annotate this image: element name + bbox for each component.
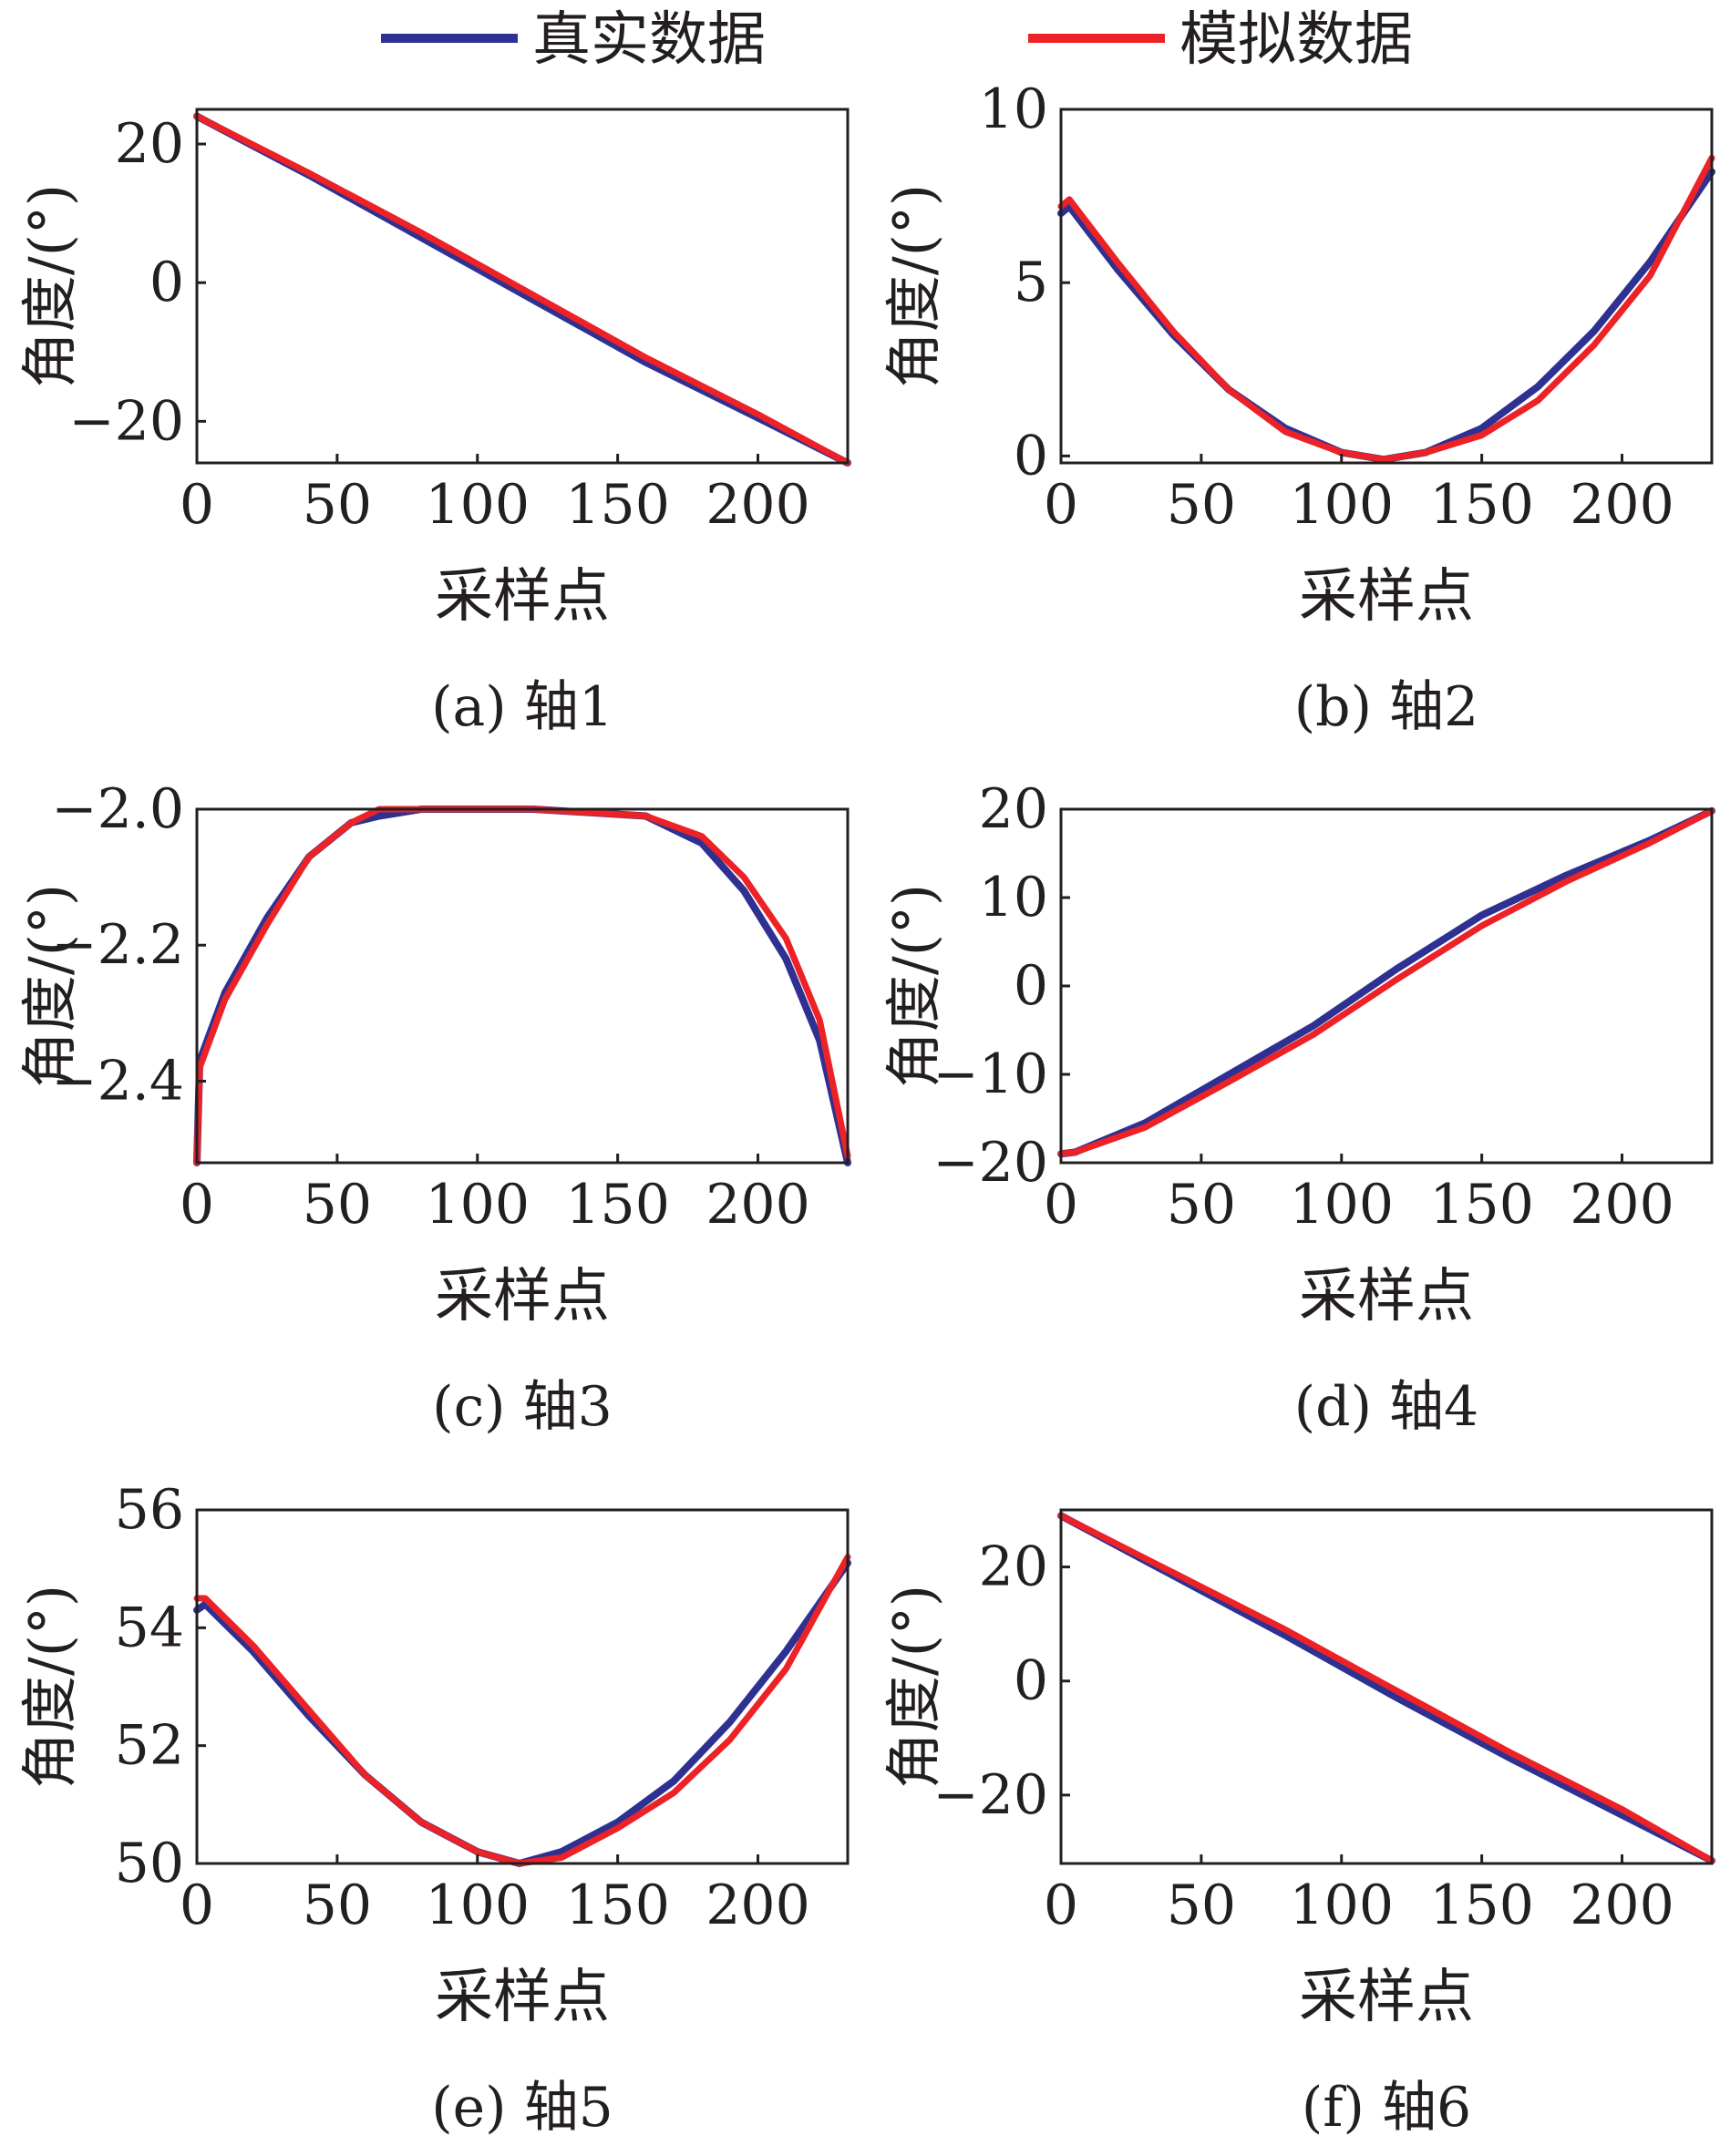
x-tick-label: 100 — [425, 1173, 530, 1237]
x-tick-label: 150 — [1429, 1173, 1534, 1237]
y-axis-label: 角度/(°) — [881, 184, 947, 388]
y-tick-label: −2.0 — [51, 777, 184, 841]
y-tick-label: 56 — [115, 1478, 184, 1542]
y-tick-label: 54 — [115, 1596, 184, 1659]
x-tick-label: 200 — [1570, 473, 1674, 537]
plot-frame — [1059, 108, 1714, 465]
x-axis-label: 采样点 — [435, 1263, 610, 1330]
chart-caption: (f) 轴6 — [1302, 2076, 1471, 2140]
y-axis-label: 角度/(°) — [16, 1585, 83, 1789]
y-tick-label: 50 — [115, 1832, 184, 1895]
x-tick-label: 150 — [565, 1874, 670, 1937]
y-tick-label: −20 — [932, 1763, 1048, 1827]
y-tick-label: 20 — [115, 112, 184, 176]
x-tick-label: 200 — [706, 1173, 810, 1237]
x-tick-label: 150 — [1429, 1874, 1534, 1937]
plot-frame — [1059, 1508, 1714, 1865]
y-tick-label: 10 — [979, 866, 1048, 929]
legend-label-sim: 模拟数据 — [1179, 6, 1413, 74]
x-tick-label: 0 — [180, 473, 214, 537]
x-axis-label: 采样点 — [435, 563, 610, 631]
y-tick-label: 20 — [979, 1535, 1048, 1599]
chart-caption: (d) 轴4 — [1294, 1375, 1478, 1439]
y-axis-label: 角度/(°) — [881, 1585, 947, 1789]
chart-caption: (b) 轴2 — [1294, 675, 1478, 739]
y-tick-label: −10 — [932, 1042, 1048, 1106]
x-axis-label: 采样点 — [435, 1964, 610, 2031]
x-tick-label: 150 — [1429, 473, 1534, 537]
chart-caption: (a) 轴1 — [431, 675, 613, 739]
chart-panel-3: 0 50 100 150 200 −2.0 −2.2 −2.4 采样点 角度/(°) (c) 轴3 — [16, 777, 851, 1439]
y-tick-label: −2.2 — [51, 913, 184, 977]
series-line-real — [193, 806, 851, 1166]
y-tick-label: −20 — [68, 389, 184, 453]
x-tick-label: 0 — [1044, 1874, 1078, 1937]
y-tick-label: 10 — [979, 77, 1048, 141]
series-line-sim — [1057, 807, 1715, 1157]
x-tick-label: 200 — [706, 473, 810, 537]
x-tick-label: 0 — [1044, 473, 1078, 537]
x-axis-label: 采样点 — [1299, 563, 1474, 631]
y-axis-label: 角度/(°) — [16, 884, 83, 1088]
x-tick-label: 50 — [1167, 473, 1236, 537]
series-line-sim — [1057, 154, 1715, 463]
y-tick-label: 0 — [1014, 954, 1048, 1018]
legend-label-real: 真实数据 — [532, 6, 766, 74]
x-axis-label: 采样点 — [1299, 1964, 1474, 2031]
x-tick-label: 100 — [1289, 473, 1394, 537]
y-tick-label: 52 — [115, 1714, 184, 1778]
y-tick-label: 5 — [1014, 251, 1048, 314]
y-tick-label: 0 — [149, 251, 184, 314]
plot-frame — [195, 1508, 850, 1865]
x-tick-label: 100 — [1289, 1874, 1394, 1937]
x-tick-label: 50 — [303, 473, 372, 537]
x-tick-label: 50 — [303, 1173, 372, 1237]
x-tick-label: 50 — [303, 1874, 372, 1937]
chart-caption: (e) 轴5 — [431, 2076, 613, 2140]
y-tick-label: 0 — [1014, 1649, 1048, 1713]
series-line-sim — [193, 1554, 851, 1867]
x-tick-label: 100 — [1289, 1173, 1394, 1237]
y-tick-label: −20 — [932, 1131, 1048, 1195]
y-tick-label: −2.4 — [51, 1049, 184, 1113]
y-tick-label: 20 — [979, 777, 1048, 841]
y-tick-label: 0 — [1014, 424, 1048, 488]
x-tick-label: 50 — [1167, 1874, 1236, 1937]
x-tick-label: 0 — [1044, 1173, 1078, 1237]
x-tick-label: 150 — [565, 1173, 670, 1237]
x-tick-label: 200 — [706, 1874, 810, 1937]
chart-caption: (c) 轴3 — [432, 1375, 613, 1439]
y-axis-label: 角度/(°) — [881, 884, 947, 1088]
y-axis-label: 角度/(°) — [16, 184, 83, 388]
x-axis-label: 采样点 — [1299, 1263, 1474, 1330]
x-tick-label: 50 — [1167, 1173, 1236, 1237]
x-tick-label: 200 — [1570, 1874, 1674, 1937]
plot-frame — [195, 807, 850, 1165]
series-line-sim — [193, 806, 851, 1166]
series-line-sim — [1057, 1512, 1715, 1864]
x-tick-label: 0 — [180, 1173, 214, 1237]
x-tick-label: 0 — [180, 1874, 214, 1937]
x-tick-label: 100 — [425, 1874, 530, 1937]
plot-frame — [195, 108, 850, 465]
legend: 真实数据 模拟数据 — [381, 6, 1413, 74]
series-line-sim — [193, 113, 851, 467]
x-tick-label: 150 — [565, 473, 670, 537]
x-tick-label: 100 — [425, 473, 530, 537]
x-tick-label: 200 — [1570, 1173, 1674, 1237]
